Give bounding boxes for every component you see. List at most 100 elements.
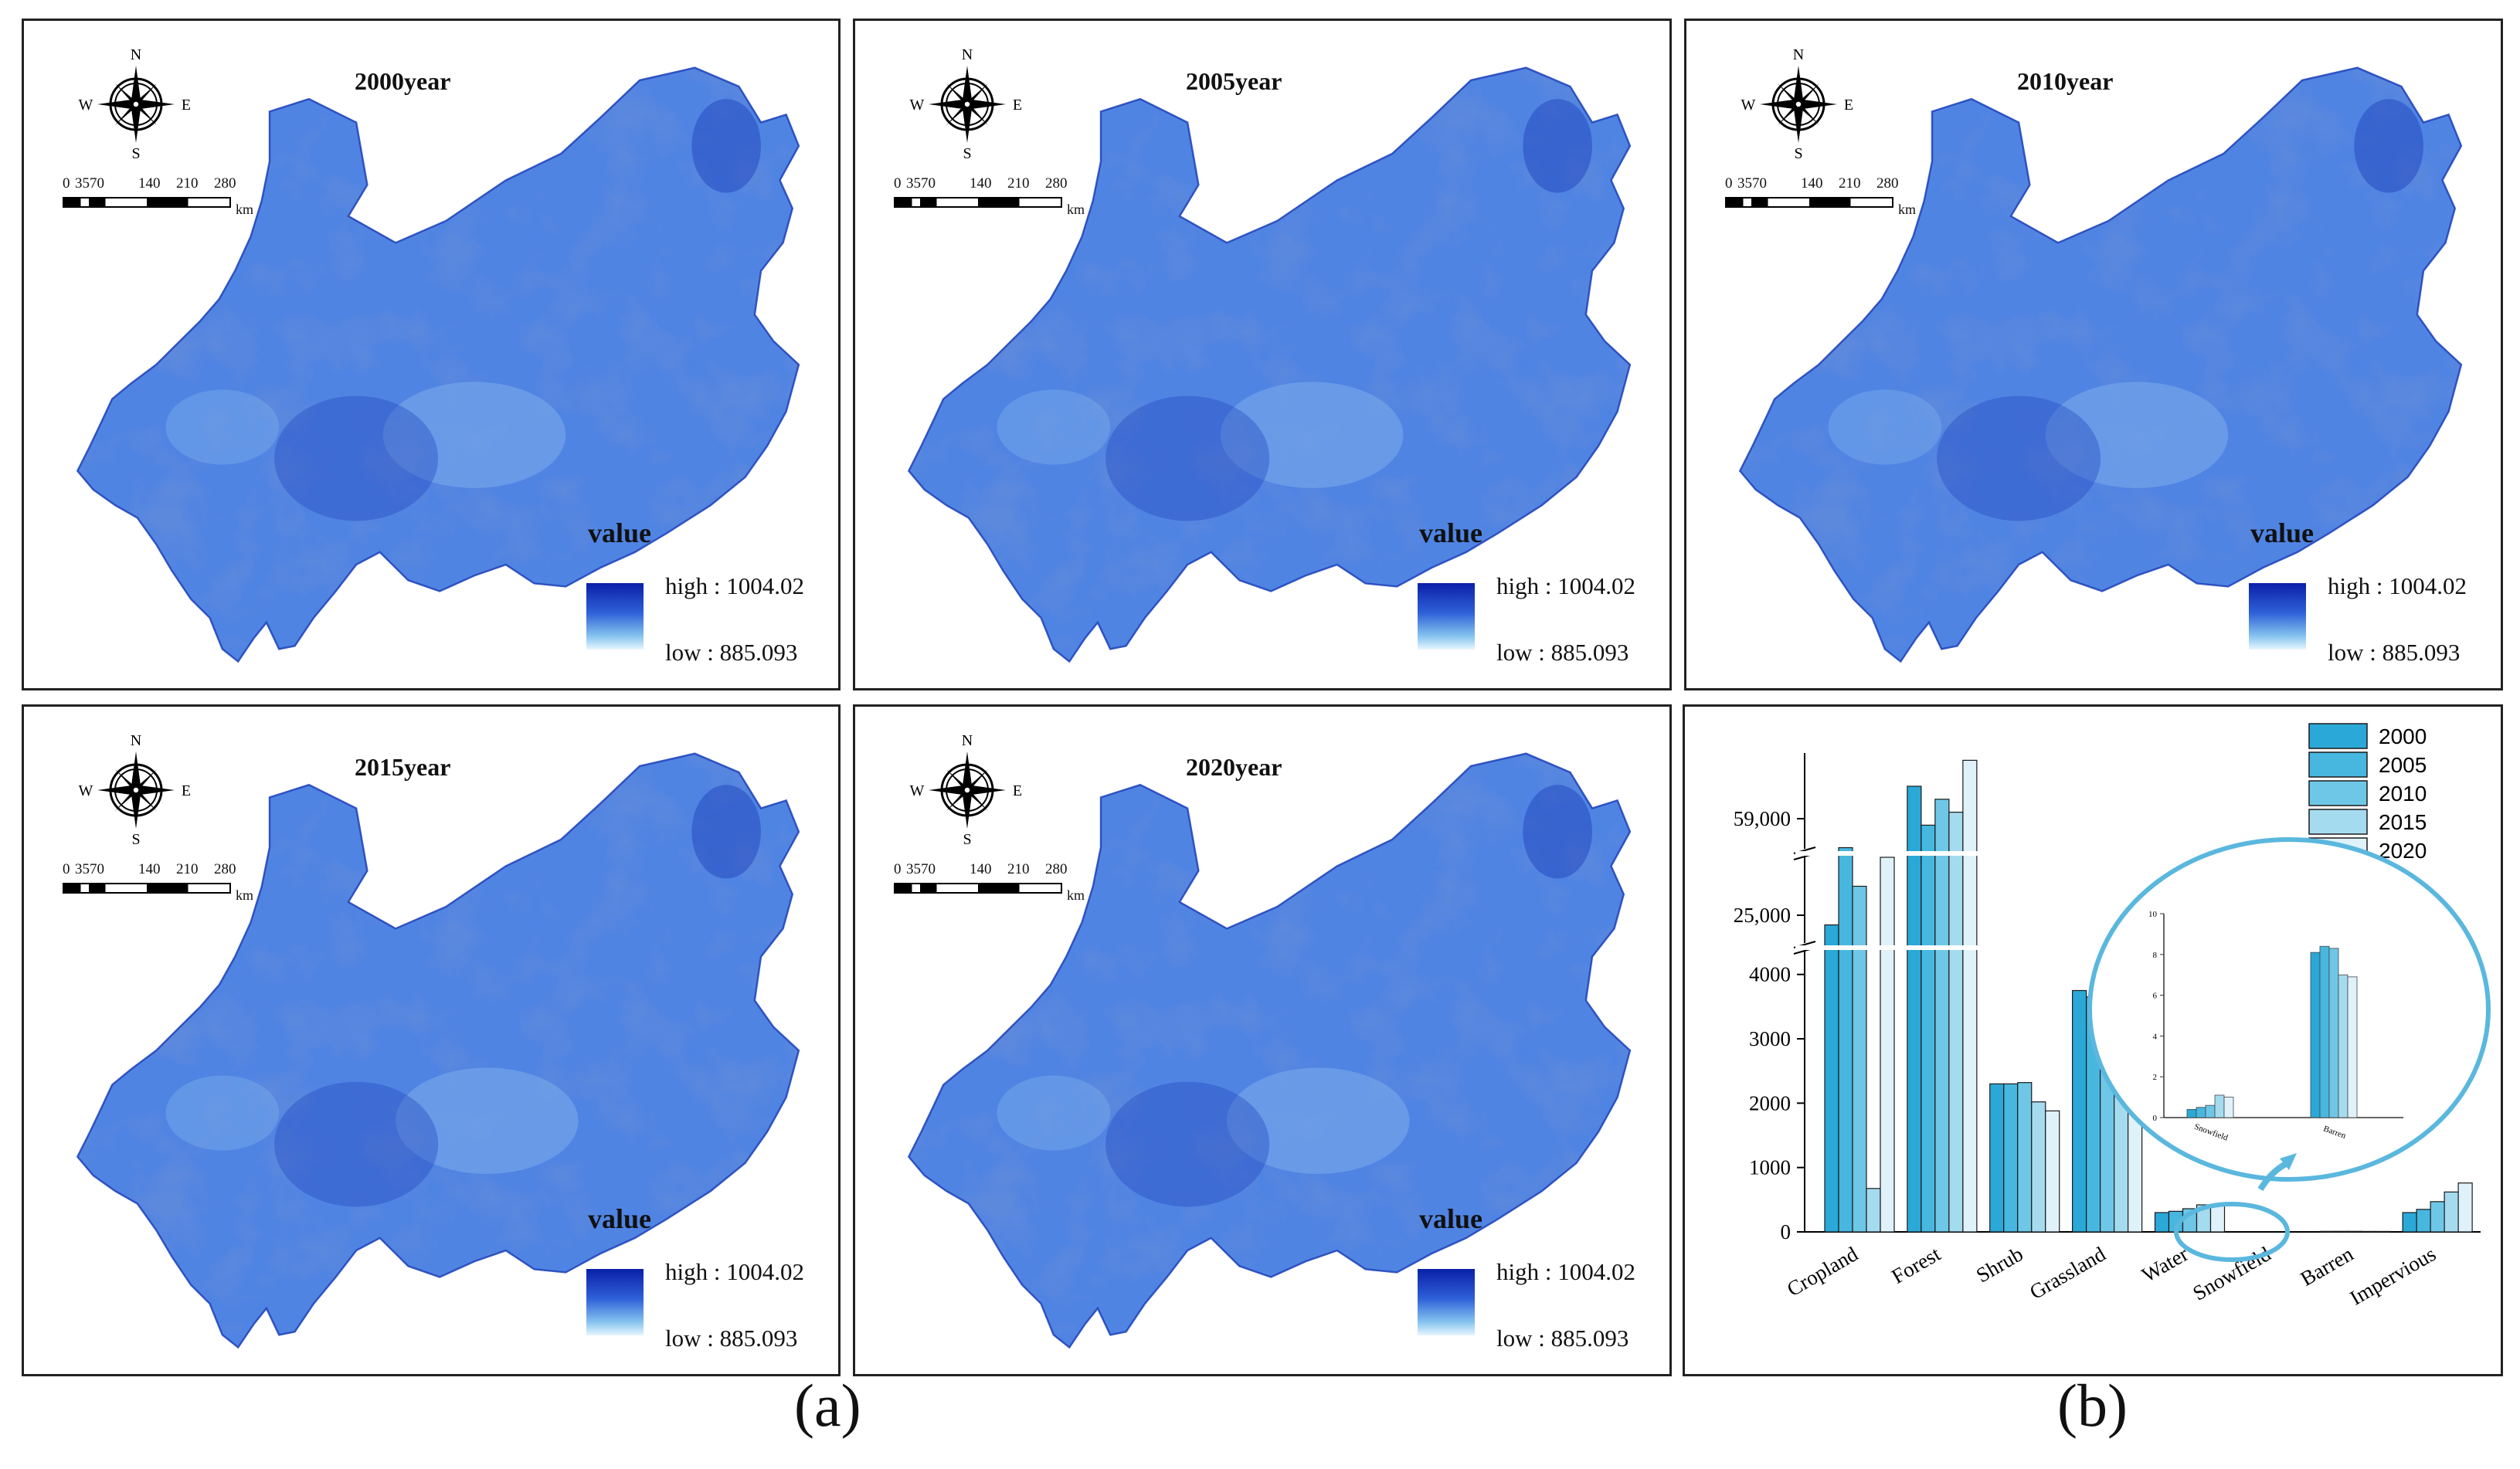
scale-bar: 0 3570 140 210 280 km bbox=[894, 175, 1095, 217]
axis-break-gap bbox=[1795, 851, 2481, 856]
panel-label-b: (b) bbox=[2057, 1372, 2128, 1439]
legend-low: low : 885.093 bbox=[665, 639, 798, 666]
scale-tick: 140 bbox=[1801, 175, 1823, 192]
scale-tick: 0 bbox=[63, 861, 70, 877]
bar-chart: 0 1000 2000 3000 4000 25,000 59,000 Cropland For… bbox=[1734, 723, 2491, 1310]
map-title: 2005year bbox=[1186, 67, 1282, 95]
legend-gradient bbox=[586, 1269, 644, 1335]
map-panel: 2005year N S W E 0 3570 140 210 280 bbox=[853, 19, 1672, 690]
legend-high: high : 1004.02 bbox=[665, 572, 804, 599]
inset-y-tick-label: 2 bbox=[2153, 1073, 2158, 1082]
scale-tick: 280 bbox=[214, 175, 236, 192]
map-panel: 2020year N S W E 0 3570 140 210 280 bbox=[853, 704, 1672, 1376]
legend-title: value bbox=[588, 1203, 652, 1234]
legend-high: high : 1004.02 bbox=[2328, 572, 2467, 599]
legend-label: 2015 bbox=[2379, 810, 2427, 834]
legend-label: 2005 bbox=[2379, 753, 2427, 777]
legend-gradient bbox=[1418, 583, 1475, 650]
scale-tick: 140 bbox=[138, 175, 161, 192]
scale-tick: 210 bbox=[1839, 175, 1861, 192]
legend-label: 2010 bbox=[2379, 782, 2427, 806]
compass-e: E bbox=[182, 782, 191, 799]
legend-title: value bbox=[1419, 517, 1483, 548]
map-title: 2015year bbox=[355, 753, 451, 781]
scale-tick: 3570 bbox=[75, 175, 104, 192]
bar-water-2020 bbox=[2209, 1204, 2226, 1233]
compass-e: E bbox=[1844, 97, 1853, 114]
highlight-ellipse bbox=[2174, 1202, 2290, 1262]
legend-swatch-2015 bbox=[2308, 809, 2368, 835]
scale-tick: 140 bbox=[138, 861, 161, 877]
scale-tick: 280 bbox=[1876, 175, 1899, 192]
scale-bar-graphic bbox=[63, 883, 231, 894]
map-panel: 2010year N S W E 0 3570 140 210 280 bbox=[1684, 19, 2503, 690]
inset-y-tick-label: 6 bbox=[2153, 992, 2158, 1001]
inset-y-tick-label: 8 bbox=[2153, 951, 2158, 960]
scale-tick: 280 bbox=[214, 861, 236, 877]
legend-gradient bbox=[1418, 1269, 1475, 1335]
scale-bar-graphic bbox=[63, 197, 231, 208]
bar-barren-2020 bbox=[2375, 1230, 2390, 1233]
compass-w: W bbox=[79, 97, 93, 114]
scale-bar: 0 3570 140 210 280 km bbox=[894, 861, 1095, 903]
compass-icon: N S W E bbox=[910, 732, 1023, 846]
y-tick-label: 2000 bbox=[1749, 1091, 1791, 1114]
region-map bbox=[76, 66, 800, 663]
compass-s: S bbox=[131, 145, 140, 160]
x-tick-label: Barren bbox=[2297, 1242, 2358, 1291]
bar-water-2000 bbox=[2154, 1212, 2170, 1233]
x-tick-label: Snowfield bbox=[2189, 1242, 2275, 1305]
compass-s: S bbox=[1794, 145, 1802, 160]
bar-barren-2000 bbox=[2319, 1230, 2335, 1233]
compass-n: N bbox=[1793, 46, 1804, 63]
scale-tick: 3570 bbox=[1737, 175, 1767, 192]
y-tick-label: 4000 bbox=[1749, 963, 1791, 986]
scale-bar: 0 3570 140 210 280 km bbox=[1725, 175, 1926, 217]
compass-n: N bbox=[131, 46, 141, 63]
y-tick-label: 59,000 bbox=[1734, 807, 1791, 830]
map-title: 2000year bbox=[355, 67, 451, 95]
legend-swatch-2005 bbox=[2308, 751, 2368, 778]
y-tick-label: 1000 bbox=[1749, 1156, 1791, 1179]
inset-bar-barren-2010 bbox=[2328, 948, 2339, 1118]
inset-bar-snowfield-2010 bbox=[2205, 1104, 2216, 1118]
scale-bar: 0 3570 140 210 280 km bbox=[63, 861, 263, 903]
compass-s: S bbox=[963, 145, 971, 160]
legend-high: high : 1004.02 bbox=[665, 1258, 804, 1285]
region-map bbox=[908, 66, 1632, 663]
scale-tick: 210 bbox=[1007, 175, 1030, 192]
bar-grassland-2000 bbox=[2072, 989, 2087, 1233]
compass-w: W bbox=[79, 782, 93, 799]
compass-s: S bbox=[131, 831, 140, 846]
scale-bar: 0 3570 140 210 280 km bbox=[63, 175, 263, 217]
scale-tick: 3570 bbox=[906, 175, 936, 192]
bar-shrub-2010 bbox=[2017, 1082, 2033, 1233]
scale-unit: km bbox=[1067, 887, 1085, 903]
inset-bar-snowfield-2020 bbox=[2223, 1097, 2234, 1118]
bar-impervious-2000 bbox=[2402, 1212, 2417, 1233]
scale-tick: 280 bbox=[1045, 175, 1068, 192]
scale-unit: km bbox=[236, 202, 254, 217]
legend-low: low : 885.093 bbox=[1496, 1325, 1629, 1352]
compass-icon: N S W E bbox=[79, 46, 192, 160]
legend-swatch-2000 bbox=[2308, 723, 2368, 749]
inset-bar-barren-2005 bbox=[2319, 945, 2330, 1118]
legend-title: value bbox=[2250, 517, 2315, 548]
region-map bbox=[1739, 66, 2463, 663]
bar-cropland-2015 bbox=[1866, 1188, 1881, 1233]
scale-tick: 280 bbox=[1045, 861, 1068, 877]
map-title: 2020year bbox=[1186, 753, 1282, 781]
legend-label: 2000 bbox=[2379, 724, 2427, 748]
bar-shrub-2000 bbox=[1989, 1083, 2005, 1233]
y-tick-label: 25,000 bbox=[1734, 904, 1791, 927]
inset-y-tick-label: 0 bbox=[2153, 1114, 2158, 1123]
bar-impervious-2010 bbox=[2430, 1201, 2445, 1233]
scale-tick: 0 bbox=[63, 175, 70, 192]
bar-forest-2005 bbox=[1921, 824, 1936, 1233]
bar-impervious-2015 bbox=[2444, 1191, 2459, 1233]
scale-tick: 140 bbox=[970, 175, 992, 192]
bar-barren-2005 bbox=[2333, 1230, 2348, 1233]
panel-label-a: (a) bbox=[794, 1372, 861, 1439]
scale-tick: 210 bbox=[176, 861, 199, 877]
legend-title: value bbox=[588, 517, 652, 548]
